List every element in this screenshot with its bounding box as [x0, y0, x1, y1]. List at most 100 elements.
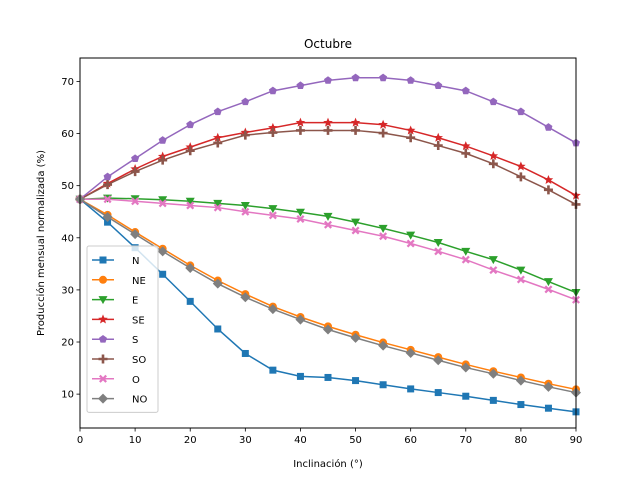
data-point-no [350, 332, 361, 343]
data-point-o [213, 203, 222, 212]
data-point-o [186, 201, 195, 210]
data-point-no [130, 229, 141, 240]
data-point-o [434, 247, 443, 256]
y-tick-label: 70 [61, 77, 74, 88]
legend-marker [99, 275, 107, 284]
legend-marker [99, 374, 107, 383]
data-point-e [351, 218, 361, 227]
data-point-o [489, 266, 498, 275]
data-point-no [405, 347, 416, 358]
data-point-e [433, 238, 443, 247]
data-point-se [295, 117, 306, 127]
data-point-e [295, 208, 305, 217]
legend-marker [98, 296, 108, 305]
data-point-so [488, 159, 498, 169]
data-point-e [130, 195, 140, 204]
data-point-o [406, 239, 415, 248]
data-point-se [543, 174, 554, 184]
legend-box [86, 245, 159, 413]
data-point-so [213, 138, 223, 148]
data-point-n [544, 404, 552, 412]
data-point-no [267, 304, 278, 315]
x-tick-label: 80 [515, 435, 528, 446]
data-point-so [461, 148, 471, 158]
legend-item: S [92, 335, 138, 346]
data-point-e [488, 256, 498, 265]
legend-label: NE [132, 276, 146, 287]
y-tick-label: 40 [61, 233, 74, 244]
data-point-s [434, 81, 443, 90]
y-axis: 10 20 30 40 50 60 70 [61, 77, 80, 401]
data-point-o [296, 215, 305, 224]
data-point-s [131, 154, 140, 162]
data-point-o [461, 255, 470, 264]
x-tick-label: 30 [239, 435, 252, 446]
data-point-no [240, 292, 251, 303]
data-point-so [158, 155, 168, 165]
data-point-e [323, 212, 333, 221]
data-point-so [268, 128, 278, 138]
data-point-no [323, 324, 333, 335]
legend-label: SO [132, 355, 146, 366]
data-point-n [489, 396, 497, 404]
data-point-o [379, 232, 388, 241]
legend-label: NO [132, 395, 147, 406]
legend-marker [98, 354, 108, 364]
data-point-n [186, 297, 194, 305]
data-point-o [241, 207, 250, 216]
data-point-e [378, 224, 388, 233]
data-point-se [433, 132, 443, 142]
data-point-no [157, 246, 168, 257]
data-point-e [240, 201, 250, 210]
data-point-no [185, 263, 196, 274]
data-point-se [323, 117, 333, 127]
data-point-e [158, 196, 168, 205]
data-point-se [213, 132, 223, 142]
plot-frame [79, 57, 577, 429]
data-point-no [295, 314, 306, 325]
legend-label: N [132, 256, 139, 267]
data-point-s [186, 120, 195, 129]
data-point-o [516, 275, 525, 284]
data-point-so [351, 125, 361, 135]
data-point-se [461, 141, 471, 151]
y-tick-label: 50 [61, 181, 74, 192]
data-point-s [489, 97, 498, 106]
legend-label: E [132, 296, 138, 307]
data-point-no [460, 362, 471, 373]
data-point-o [351, 226, 360, 235]
data-point-se [350, 117, 361, 127]
legend-marker [98, 314, 108, 324]
data-point-s [158, 136, 167, 144]
data-point-so [185, 146, 195, 156]
data-point-s [296, 81, 305, 90]
data-point-s [406, 76, 415, 84]
series-s [76, 73, 580, 203]
data-point-s [324, 76, 332, 84]
data-point-e [268, 205, 278, 214]
data-point-n [104, 218, 112, 226]
data-point-n [407, 385, 415, 393]
data-point-o [324, 220, 332, 229]
data-point-no [212, 278, 223, 289]
legend-label: SE [132, 315, 145, 326]
data-point-o [158, 199, 167, 208]
data-point-so [516, 172, 526, 182]
data-point-n [296, 372, 304, 380]
data-point-so [240, 130, 250, 140]
legend-marker [99, 335, 107, 343]
x-tick-label: 40 [294, 435, 307, 446]
data-point-s [241, 97, 250, 106]
data-point-se [405, 125, 416, 135]
data-point-e [185, 197, 195, 206]
data-point-o [103, 195, 112, 204]
data-point-n [517, 401, 525, 409]
x-tick-label: 20 [184, 435, 197, 446]
data-point-s [268, 86, 277, 95]
legend-marker [98, 393, 108, 404]
data-point-e [543, 278, 553, 287]
data-point-o [131, 197, 140, 206]
chart-title: Octubre [304, 37, 352, 51]
series-no [75, 194, 581, 398]
